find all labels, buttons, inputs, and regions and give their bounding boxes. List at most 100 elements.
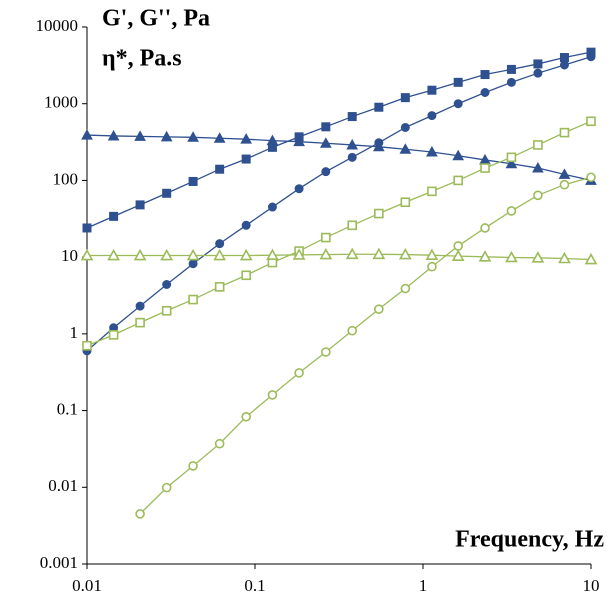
marker <box>398 247 412 260</box>
marker <box>267 390 278 400</box>
marker <box>266 248 279 261</box>
marker <box>506 152 517 163</box>
marker <box>347 325 358 336</box>
marker <box>109 211 119 221</box>
marker <box>214 438 225 449</box>
marker <box>160 248 174 261</box>
marker <box>559 60 569 70</box>
marker <box>186 248 200 261</box>
marker <box>400 197 411 208</box>
marker <box>107 248 120 261</box>
marker <box>241 220 251 230</box>
marker <box>559 179 570 190</box>
marker <box>480 163 490 173</box>
marker <box>82 223 92 233</box>
marker <box>213 132 226 143</box>
marker <box>347 112 357 122</box>
annotation: G', G'', Pa <box>102 6 210 32</box>
marker <box>187 131 199 142</box>
marker <box>427 111 437 121</box>
marker <box>319 247 333 260</box>
marker <box>293 135 305 147</box>
marker <box>374 208 384 219</box>
marker <box>346 138 359 150</box>
marker <box>266 134 279 146</box>
marker <box>586 52 596 62</box>
marker <box>162 279 172 289</box>
marker <box>372 247 386 260</box>
y-tick-label: 0.01 <box>48 476 78 495</box>
marker <box>453 99 463 109</box>
marker <box>425 248 439 261</box>
marker <box>427 261 437 272</box>
marker <box>533 68 543 78</box>
x-tick-label: 0.1 <box>244 576 265 595</box>
marker <box>558 251 571 264</box>
series-line <box>86 56 592 352</box>
marker <box>294 368 304 378</box>
y-tick-label: 100 <box>53 169 79 188</box>
marker <box>161 305 172 316</box>
marker <box>374 304 384 314</box>
marker <box>586 172 596 183</box>
marker <box>506 77 516 87</box>
marker <box>400 122 410 132</box>
marker <box>161 482 172 493</box>
marker <box>400 283 411 294</box>
marker <box>426 145 438 157</box>
marker <box>451 249 465 261</box>
marker <box>478 250 492 262</box>
marker <box>81 129 93 140</box>
marker <box>108 330 119 340</box>
marker <box>453 175 463 186</box>
marker <box>372 140 385 152</box>
x-tick-label: 10 <box>583 576 600 595</box>
marker <box>558 168 571 179</box>
marker <box>533 190 543 201</box>
marker <box>214 282 225 292</box>
marker <box>134 130 146 141</box>
marker <box>162 188 172 198</box>
marker <box>506 64 516 74</box>
marker <box>399 143 412 154</box>
marker <box>188 259 198 269</box>
marker <box>107 129 120 141</box>
y-tick-label: 10 <box>61 246 78 265</box>
x-tick-label: 1 <box>419 576 428 595</box>
marker <box>586 116 596 127</box>
marker <box>345 247 359 260</box>
marker <box>241 411 251 422</box>
marker <box>321 232 331 243</box>
marker <box>480 88 490 98</box>
annotation: η*, Pa.s <box>102 46 182 72</box>
marker <box>453 77 463 87</box>
marker <box>319 137 332 148</box>
marker <box>188 294 198 305</box>
marker <box>135 301 145 311</box>
marker <box>506 206 517 216</box>
marker <box>347 152 357 162</box>
marker <box>241 270 251 281</box>
marker <box>321 122 331 132</box>
marker <box>480 223 490 233</box>
marker <box>347 220 358 231</box>
marker <box>135 509 145 519</box>
marker <box>213 248 227 261</box>
marker <box>321 167 331 177</box>
marker <box>531 251 545 263</box>
marker <box>215 164 225 174</box>
marker <box>480 70 490 80</box>
y-tick-label: 1 <box>70 323 79 342</box>
marker <box>215 239 225 249</box>
x-axis-title: Frequency, Hz <box>455 527 604 553</box>
y-tick-label: 1000 <box>44 93 78 112</box>
marker <box>427 186 437 197</box>
x-tick-label: 0.01 <box>72 576 102 595</box>
marker <box>133 248 147 261</box>
marker <box>135 200 145 210</box>
marker <box>240 133 253 144</box>
marker <box>533 140 543 150</box>
marker <box>188 461 198 471</box>
marker <box>267 202 277 212</box>
marker <box>505 157 518 169</box>
